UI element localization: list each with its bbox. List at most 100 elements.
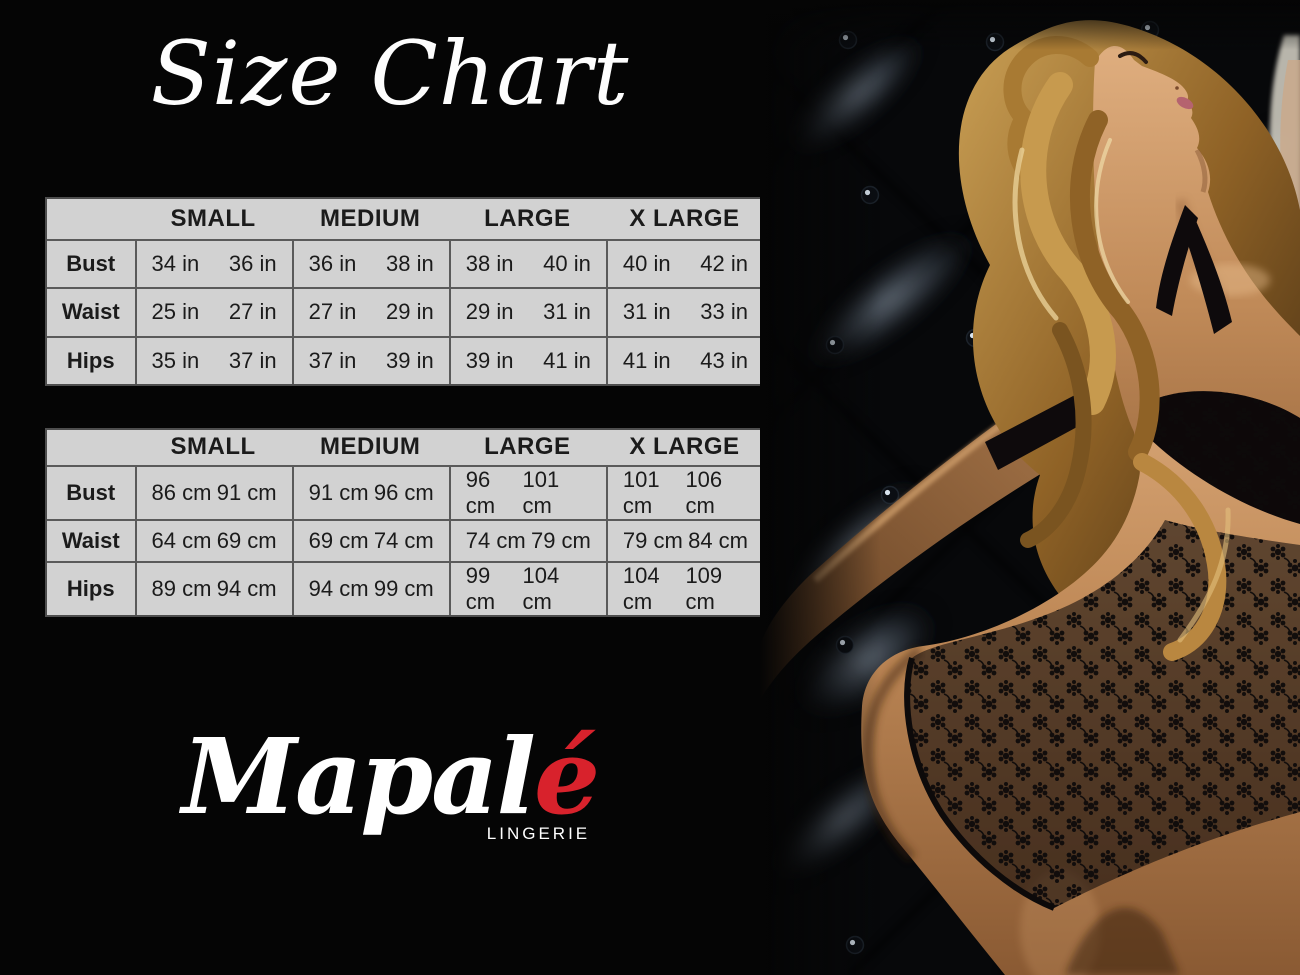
cell-value: 27 in xyxy=(308,299,357,325)
cell-value: 29 in xyxy=(386,299,434,325)
cell-value: 31 in xyxy=(622,299,671,325)
size-cell: 29 in 31 in xyxy=(448,287,606,336)
size-cell: 64 cm 69 cm xyxy=(134,518,292,561)
measure-label: Bust xyxy=(47,464,135,519)
size-cell: 35 in 37 in xyxy=(134,335,292,384)
cell-value: 74 cm xyxy=(465,527,526,553)
cell-value: 38 in xyxy=(465,250,514,276)
cell-value: 101 cm xyxy=(522,466,560,518)
cell-value: 89 cm xyxy=(151,575,212,601)
brand-wordmark: Mapalé xyxy=(182,719,600,834)
cell-value: 104 cm xyxy=(522,562,560,614)
cell-value: 96 cm xyxy=(465,466,496,518)
size-cell: 40 in 42 in xyxy=(605,238,763,288)
size-cell: 36 in 38 in xyxy=(291,238,449,288)
size-cell: 79 cm 84 cm xyxy=(605,518,763,561)
size-cell: 86 cm 91 cm xyxy=(134,464,292,519)
wordmark-red-accent: é xyxy=(533,715,600,838)
cell-value: 91 cm xyxy=(308,479,369,505)
lips xyxy=(1176,96,1194,110)
cell-value: 41 in xyxy=(622,347,671,373)
cell-value: 43 in xyxy=(700,347,748,373)
cell-value: 36 in xyxy=(228,250,277,276)
cell-value: 37 in xyxy=(308,347,357,373)
cell-value: 101 cm xyxy=(622,466,660,518)
size-cell: 27 in 29 in xyxy=(291,287,449,336)
size-cell: 74 cm 79 cm xyxy=(448,518,606,561)
cell-value: 69 cm xyxy=(216,527,277,553)
cell-value: 31 in xyxy=(543,299,591,325)
size-header: X LARGE xyxy=(629,433,740,461)
size-table-inches: SMALL MEDIUM LARGE X LARGE Bust 34 in 36 … xyxy=(45,197,765,386)
cell-value: 33 in xyxy=(700,299,748,325)
table-corner-cell xyxy=(47,430,135,465)
cell-value: 79 cm xyxy=(622,527,683,553)
size-cell: 104 cm 109 cm xyxy=(605,560,763,615)
size-cell: 37 in 39 in xyxy=(291,335,449,384)
cell-value: 86 cm xyxy=(151,479,212,505)
size-cell: 96 cm 101 cm xyxy=(448,464,606,519)
brand-tagline: LINGERIE xyxy=(486,824,591,844)
cell-value: 35 in xyxy=(151,347,200,373)
cell-value: 84 cm xyxy=(688,527,748,553)
measure-label: Bust xyxy=(47,238,135,287)
cell-value: 99 cm xyxy=(373,575,434,601)
size-header: MEDIUM xyxy=(320,433,421,461)
table-corner-cell xyxy=(47,199,135,239)
model-figure xyxy=(760,20,1300,975)
cell-value: 40 in xyxy=(543,250,591,276)
cell-value: 79 cm xyxy=(530,527,591,553)
measure-label: Waist xyxy=(47,287,135,335)
cell-value: 39 in xyxy=(386,347,434,373)
size-cell: 69 cm 74 cm xyxy=(291,518,449,561)
size-header: LARGE xyxy=(484,433,571,461)
size-cell: 34 in 36 in xyxy=(134,238,292,288)
size-cell: 94 cm 99 cm xyxy=(291,560,449,615)
cell-value: 94 cm xyxy=(308,575,369,601)
cell-value: 91 cm xyxy=(216,479,277,505)
size-cell: 89 cm 94 cm xyxy=(134,560,292,615)
model-photo xyxy=(760,0,1300,975)
cell-value: 104 cm xyxy=(622,562,660,614)
cell-value: 74 cm xyxy=(373,527,434,553)
cell-value: 37 in xyxy=(228,347,277,373)
cell-value: 34 in xyxy=(151,250,200,276)
brand-logo: Mapalé LINGERIE xyxy=(0,719,780,844)
size-cell: 25 in 27 in xyxy=(134,287,292,336)
cell-value: 38 in xyxy=(386,250,434,276)
size-cell: 31 in 33 in xyxy=(605,287,763,336)
cell-value: 64 cm xyxy=(151,527,212,553)
lace-straps xyxy=(985,205,1232,470)
cell-value: 39 in xyxy=(465,347,514,373)
size-table-centimeters: SMALL MEDIUM LARGE X LARGE Bust 86 cm 91 … xyxy=(45,428,765,617)
measure-label: Hips xyxy=(47,335,135,384)
cell-value: 99 cm xyxy=(465,562,496,614)
cell-value: 109 cm xyxy=(685,562,723,614)
size-cell: 39 in 41 in xyxy=(448,335,606,384)
cell-value: 94 cm xyxy=(216,575,277,601)
size-header: MEDIUM xyxy=(320,204,421,232)
size-cell: 91 cm 96 cm xyxy=(291,464,449,519)
cell-value: 96 cm xyxy=(373,479,434,505)
cell-value: 42 in xyxy=(700,250,748,276)
nostril xyxy=(1175,86,1179,90)
cell-value: 69 cm xyxy=(308,527,369,553)
size-header: SMALL xyxy=(170,433,256,461)
cell-value: 106 cm xyxy=(685,466,723,518)
size-header: LARGE xyxy=(484,204,571,232)
wordmark-white: Mapal xyxy=(181,715,536,838)
measure-label: Hips xyxy=(47,560,135,615)
cell-value: 41 in xyxy=(543,347,591,373)
cell-value: 40 in xyxy=(622,250,671,276)
cell-value: 27 in xyxy=(228,299,277,325)
cell-value: 29 in xyxy=(465,299,514,325)
page-title: Size Chart xyxy=(150,22,630,125)
size-cell: 41 in 43 in xyxy=(605,335,763,384)
size-cell: 99 cm 104 cm xyxy=(448,560,606,615)
cell-value: 25 in xyxy=(151,299,200,325)
eyelashes xyxy=(1118,51,1148,64)
size-header: SMALL xyxy=(170,204,256,232)
size-cell: 101 cm 106 cm xyxy=(605,464,763,519)
cell-value: 36 in xyxy=(308,250,357,276)
